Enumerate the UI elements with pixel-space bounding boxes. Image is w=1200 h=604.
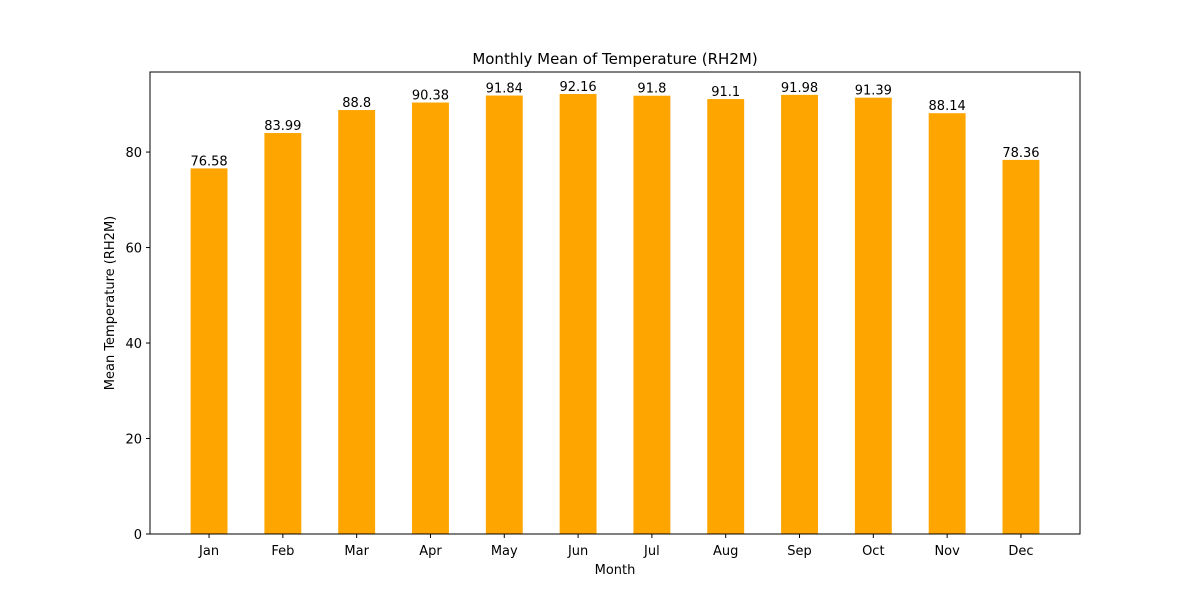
data-label-sep: 91.98: [781, 81, 818, 96]
data-label-aug: 91.1: [711, 85, 740, 100]
y-tick-label-0: 0: [134, 528, 142, 543]
bar-jun: [559, 94, 597, 534]
x-tick-label-apr: Apr: [419, 544, 442, 559]
data-label-jul: 91.8: [637, 82, 666, 97]
y-axis: 0 20 40 60 80: [125, 146, 150, 543]
bar-mar: [338, 110, 376, 535]
bars-layer: [190, 94, 1040, 535]
plot-area-frame: [149, 71, 1081, 535]
bar-oct: [854, 97, 892, 534]
chart-title: Monthly Mean of Temperature (RH2M): [472, 50, 757, 68]
y-tick-label-80: 80: [125, 146, 142, 161]
data-label-jun: 92.16: [559, 80, 596, 95]
data-label-nov: 88.14: [929, 99, 966, 114]
data-label-oct: 91.39: [855, 84, 892, 99]
bar-nov: [928, 113, 966, 534]
y-tick-label-20: 20: [125, 433, 142, 448]
x-tick-label-jun: Jun: [567, 544, 588, 559]
y-tick-label-40: 40: [125, 337, 142, 352]
bar-apr: [412, 102, 449, 535]
bar-feb: [264, 133, 302, 535]
x-tick-label-dec: Dec: [1008, 544, 1033, 559]
x-tick-label-feb: Feb: [271, 544, 294, 559]
x-tick-label-jul: Jul: [643, 544, 660, 559]
x-axis-label: Month: [595, 563, 636, 578]
x-axis: Jan Feb Mar Apr May Jun Jul Aug Sep Oct Nov Dec: [198, 534, 1034, 559]
data-labels-layer: 76.58 83.99 88.8 90.38 91.84 92.16 91.8 91.1 91.…: [190, 80, 1039, 169]
x-tick-label-oct: Oct: [862, 544, 884, 559]
bar-sep: [781, 94, 818, 534]
bar-may: [485, 95, 523, 535]
x-tick-label-sep: Sep: [787, 544, 812, 559]
data-label-apr: 90.38: [412, 89, 449, 104]
x-tick-label-nov: Nov: [934, 544, 960, 559]
y-tick-label-60: 60: [125, 242, 142, 257]
data-label-jan: 76.58: [190, 154, 227, 169]
y-axis-label: Mean Temperature (RH2M): [103, 216, 118, 390]
x-tick-label-jan: Jan: [198, 544, 219, 559]
bar-jan: [190, 168, 228, 534]
data-label-dec: 78.36: [1002, 146, 1039, 161]
bar-jul: [633, 95, 671, 534]
bar-dec: [1002, 159, 1040, 535]
x-tick-label-aug: Aug: [713, 544, 738, 559]
data-label-mar: 88.8: [342, 96, 371, 111]
data-label-feb: 83.99: [264, 119, 301, 134]
data-label-may: 91.84: [486, 82, 523, 97]
x-tick-label-mar: Mar: [344, 544, 369, 559]
x-tick-label-may: May: [491, 544, 518, 559]
bar-aug: [707, 99, 745, 534]
